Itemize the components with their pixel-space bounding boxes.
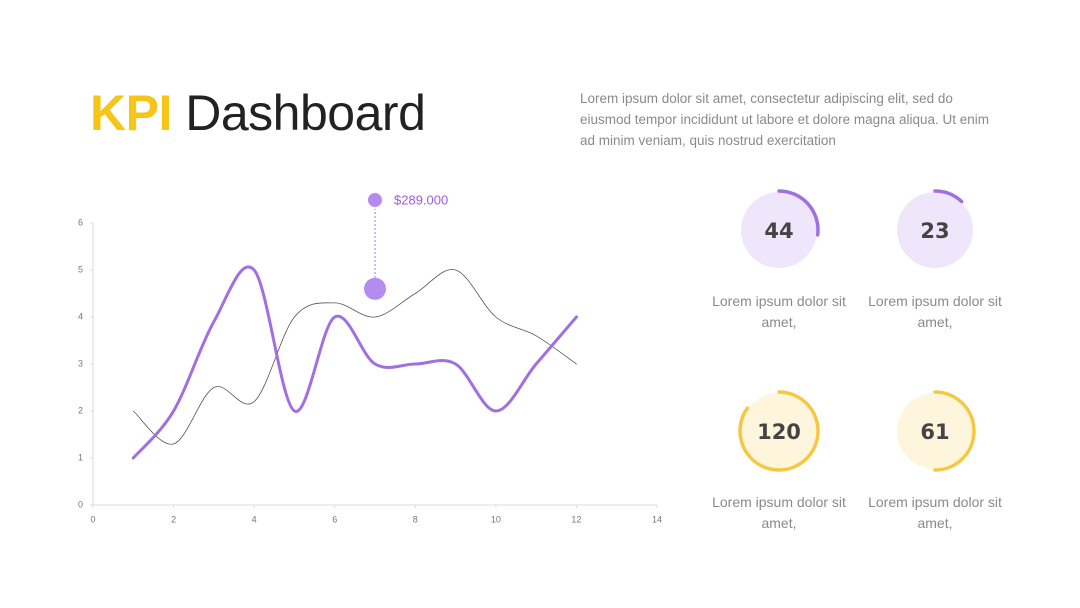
- description: Lorem ipsum dolor sit amet, consectetur …: [580, 91, 989, 148]
- annotation-text: $289.000: [394, 192, 448, 207]
- kpi-circle: [741, 393, 817, 469]
- y-tick-label: 2: [78, 405, 83, 415]
- y-tick-label: 1: [78, 452, 83, 462]
- x-tick-label: 8: [413, 514, 418, 524]
- x-tick-label: 2: [171, 514, 176, 524]
- x-tick-label: 12: [571, 514, 581, 524]
- x-tick-label: 14: [652, 514, 662, 524]
- y-tick-label: 5: [78, 264, 83, 274]
- y-tick-label: 4: [78, 311, 83, 321]
- kpi-label: Lorem ipsum dolor sit amet,: [712, 293, 846, 330]
- kpi-label: Lorem ipsum dolor sit amet,: [868, 293, 1002, 330]
- kpi-circle: [741, 192, 817, 268]
- kpi-progress: [933, 390, 976, 472]
- y-tick-label: 0: [78, 499, 83, 509]
- x-tick-label: 0: [90, 514, 95, 524]
- x-tick-label: 6: [332, 514, 337, 524]
- kpi-value: 61: [920, 420, 949, 444]
- kpi-value: 120: [757, 420, 801, 444]
- title-accent: KPI: [90, 85, 172, 141]
- title-text: Dashboard: [185, 85, 426, 141]
- x-tick-label: 4: [252, 514, 257, 524]
- kpi-value: 44: [764, 219, 793, 243]
- y-tick-label: 3: [78, 358, 83, 368]
- kpi-progress: [777, 189, 820, 237]
- x-tick-label: 10: [491, 514, 501, 524]
- y-tick-label: 6: [78, 217, 83, 227]
- kpi-circle: [897, 192, 973, 268]
- kpi-label: Lorem ipsum dolor sit amet,: [868, 494, 1002, 531]
- kpi-label: Lorem ipsum dolor sit amet,: [712, 494, 846, 531]
- kpi-value: 23: [920, 219, 949, 243]
- kpi-progress: [738, 390, 820, 472]
- annotation-dot: [366, 191, 384, 209]
- line: [132, 269, 577, 445]
- kpi-circle: [897, 393, 973, 469]
- kpi-progress: [933, 189, 964, 204]
- annotation-point: [364, 277, 386, 300]
- line: [131, 265, 578, 460]
- title: KPI Dashboard: [90, 84, 426, 142]
